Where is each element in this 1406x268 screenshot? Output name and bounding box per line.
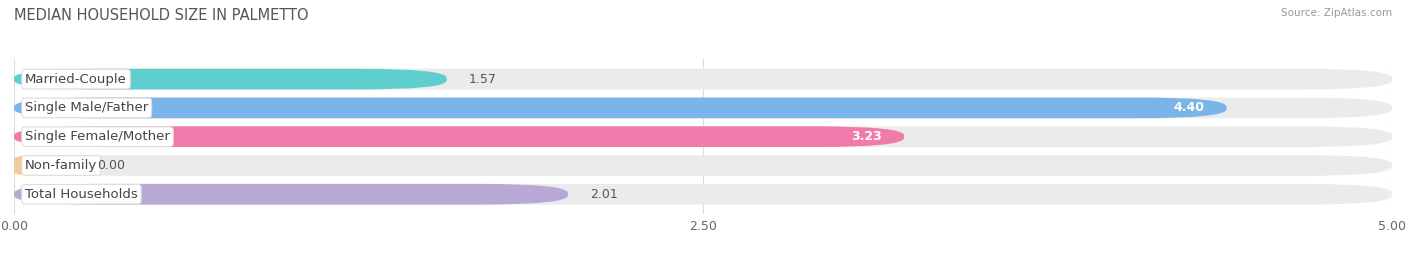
FancyBboxPatch shape [14,126,1392,147]
FancyBboxPatch shape [14,98,1226,118]
Text: 2.01: 2.01 [591,188,617,201]
Text: 1.57: 1.57 [468,73,496,85]
FancyBboxPatch shape [14,155,1392,176]
Text: 0.00: 0.00 [97,159,125,172]
Text: 3.23: 3.23 [852,130,882,143]
Text: Total Households: Total Households [25,188,138,201]
FancyBboxPatch shape [14,184,568,204]
Text: MEDIAN HOUSEHOLD SIZE IN PALMETTO: MEDIAN HOUSEHOLD SIZE IN PALMETTO [14,8,309,23]
FancyBboxPatch shape [14,69,1392,90]
FancyBboxPatch shape [14,126,904,147]
Text: Single Female/Mother: Single Female/Mother [25,130,170,143]
Text: Single Male/Father: Single Male/Father [25,101,149,114]
FancyBboxPatch shape [14,69,447,90]
Text: 4.40: 4.40 [1174,101,1205,114]
Text: Non-family: Non-family [25,159,97,172]
FancyBboxPatch shape [14,155,83,176]
Text: Married-Couple: Married-Couple [25,73,127,85]
FancyBboxPatch shape [14,184,1392,204]
Text: Source: ZipAtlas.com: Source: ZipAtlas.com [1281,8,1392,18]
FancyBboxPatch shape [14,98,1392,118]
